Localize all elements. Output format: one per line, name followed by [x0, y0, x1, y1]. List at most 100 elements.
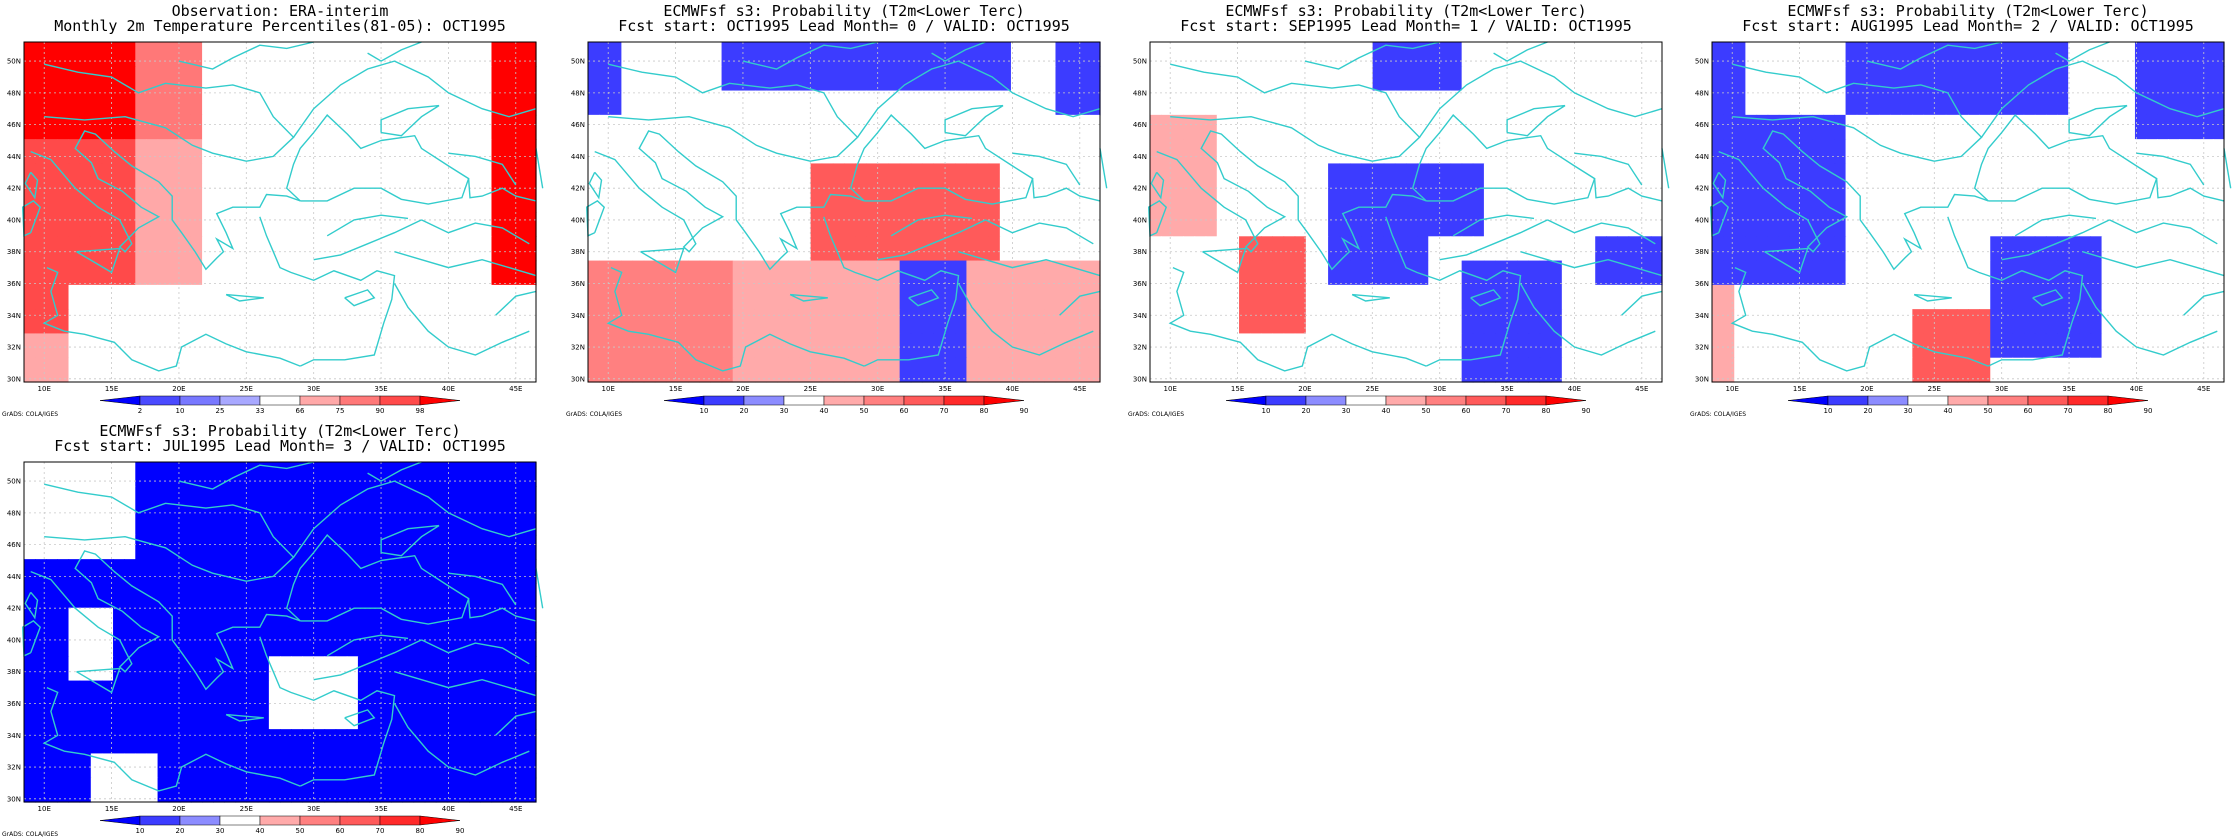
data-cell — [135, 187, 148, 213]
data-cell — [1044, 260, 1057, 286]
data-cell — [246, 510, 259, 536]
data-cell — [1339, 66, 1351, 92]
x-tick-label: 35E — [374, 385, 387, 393]
data-cell — [1394, 333, 1407, 359]
data-cell — [480, 680, 493, 706]
data-cell — [2101, 236, 2114, 262]
data-cell — [480, 163, 493, 189]
data-cell — [643, 357, 656, 383]
data-cell — [2123, 66, 2136, 92]
data-cell — [68, 163, 81, 189]
data-cell — [1283, 333, 1296, 359]
x-tick-label: 25E — [240, 385, 253, 393]
data-cell — [380, 66, 392, 92]
data-cell — [79, 284, 92, 310]
data-cell — [599, 333, 611, 359]
data-cell — [1272, 163, 1285, 189]
data-cell — [291, 462, 303, 487]
data-cell — [1194, 260, 1207, 286]
data-cell — [832, 42, 845, 67]
data-cell — [1055, 90, 1068, 116]
data-cell — [1561, 90, 1574, 116]
data-cell — [35, 236, 47, 262]
data-cell — [1283, 212, 1296, 237]
colorbar-segment — [2107, 395, 2149, 406]
data-cell — [135, 729, 148, 755]
data-cell — [1216, 357, 1229, 383]
y-tick-label: 50N — [571, 58, 585, 66]
data-cell — [369, 236, 381, 262]
data-cell — [291, 729, 303, 755]
data-cell — [1406, 114, 1418, 140]
data-cell — [257, 260, 270, 286]
data-cell — [1845, 42, 1858, 67]
data-cell — [1150, 163, 1162, 189]
data-cell — [346, 260, 359, 286]
data-cell — [2123, 114, 2136, 140]
data-cell — [513, 260, 526, 286]
data-cell — [610, 114, 622, 140]
data-cell — [2134, 260, 2147, 286]
data-cell — [2212, 42, 2225, 67]
data-cell — [1756, 139, 1769, 165]
data-cell — [2179, 357, 2192, 383]
data-cell — [524, 486, 537, 512]
data-cell — [1934, 114, 1947, 140]
coastline — [313, 219, 422, 261]
data-cell — [335, 583, 348, 609]
data-cell — [157, 729, 170, 755]
data-cell — [113, 777, 125, 803]
x-tick-label: 10E — [602, 385, 615, 393]
data-cell — [1328, 114, 1340, 140]
data-cell — [113, 632, 125, 657]
data-cell — [1472, 309, 1485, 335]
coastline — [2032, 289, 2064, 307]
data-cell — [1406, 236, 1418, 262]
data-cell — [955, 309, 968, 335]
data-cell — [955, 187, 968, 213]
data-cell — [246, 236, 259, 262]
data-cell — [810, 139, 823, 165]
data-cell — [235, 607, 248, 633]
data-cell — [2023, 212, 2036, 237]
data-cell — [688, 236, 700, 262]
data-cells — [588, 42, 1101, 383]
data-cell — [844, 212, 856, 237]
y-tick-label: 30N — [1695, 375, 1709, 383]
coastline — [742, 41, 878, 70]
data-cell — [2190, 236, 2203, 262]
data-cell — [966, 163, 979, 189]
data-cell — [1712, 163, 1724, 189]
data-cell — [491, 486, 504, 512]
data-cell — [1561, 284, 1574, 310]
data-cell — [1639, 357, 1652, 383]
data-cell — [966, 284, 979, 310]
map-panel-5: ECMWFsf s3: Probability (T2m<Lower Terc)… — [2, 422, 544, 838]
coastline — [2001, 219, 2110, 261]
data-cell — [2157, 90, 2169, 116]
data-cell — [933, 236, 945, 262]
data-cell — [844, 309, 856, 335]
data-cell — [1756, 333, 1769, 359]
data-cell — [469, 607, 481, 633]
data-cell — [665, 284, 678, 310]
data-cell — [502, 704, 515, 730]
data-cell — [1194, 187, 1207, 213]
data-cell — [2101, 163, 2114, 189]
data-cell — [899, 187, 912, 213]
data-cell — [2079, 260, 2092, 286]
data-cell — [2001, 163, 2014, 189]
data-cell — [213, 559, 225, 585]
data-cell — [877, 139, 890, 165]
data-cell — [513, 357, 526, 383]
data-cell — [1878, 139, 1891, 165]
data-cell — [413, 212, 426, 237]
coastline — [495, 290, 537, 316]
panel-title-line: Fcst start: SEP1995 Lead Month= 1 / VALI… — [1180, 17, 1632, 35]
data-cell — [369, 729, 381, 755]
data-cell — [999, 187, 1012, 213]
data-cell — [446, 680, 459, 706]
data-cell — [101, 510, 114, 536]
data-cell — [1227, 212, 1240, 237]
data-cell — [2168, 42, 2181, 67]
